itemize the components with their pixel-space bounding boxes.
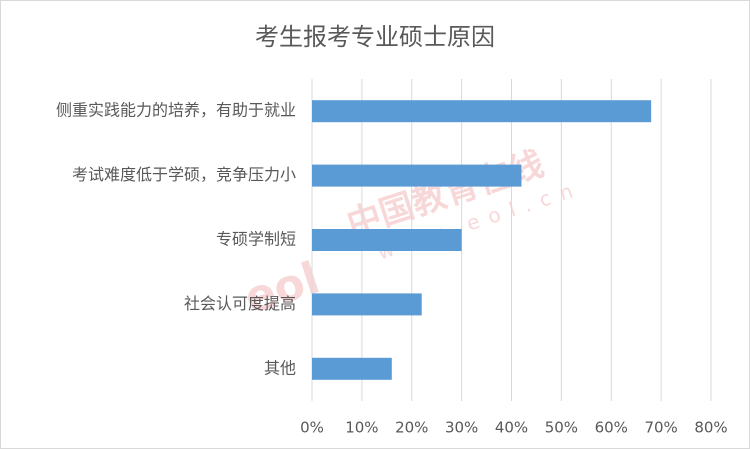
x-tick-label: 10% [345, 419, 378, 437]
bar [312, 293, 422, 316]
y-tick-label: 专硕学制短 [216, 230, 296, 249]
x-tick-label: 0% [300, 419, 324, 437]
bar [312, 357, 392, 380]
y-tick-label: 社会认可度提高 [184, 294, 296, 313]
bar [312, 229, 462, 251]
bar [312, 100, 652, 123]
x-tick-label: 60% [595, 419, 628, 437]
y-tick-label: 其他 [264, 358, 296, 377]
x-tick-label: 20% [395, 419, 428, 437]
x-tick-label: 80% [694, 419, 727, 437]
y-tick-label: 考试难度低于学硕，竞争压力小 [72, 165, 296, 184]
bar [312, 164, 522, 187]
x-tick-label: 30% [445, 419, 478, 437]
y-tick-label: 侧重实践能力的培养，有助于就业 [56, 101, 296, 120]
x-tick-label: 50% [545, 419, 578, 437]
x-tick-label: 40% [495, 419, 528, 437]
x-tick-label: 70% [644, 419, 677, 437]
chart-title: 考生报考专业硕士原因 [255, 23, 495, 51]
